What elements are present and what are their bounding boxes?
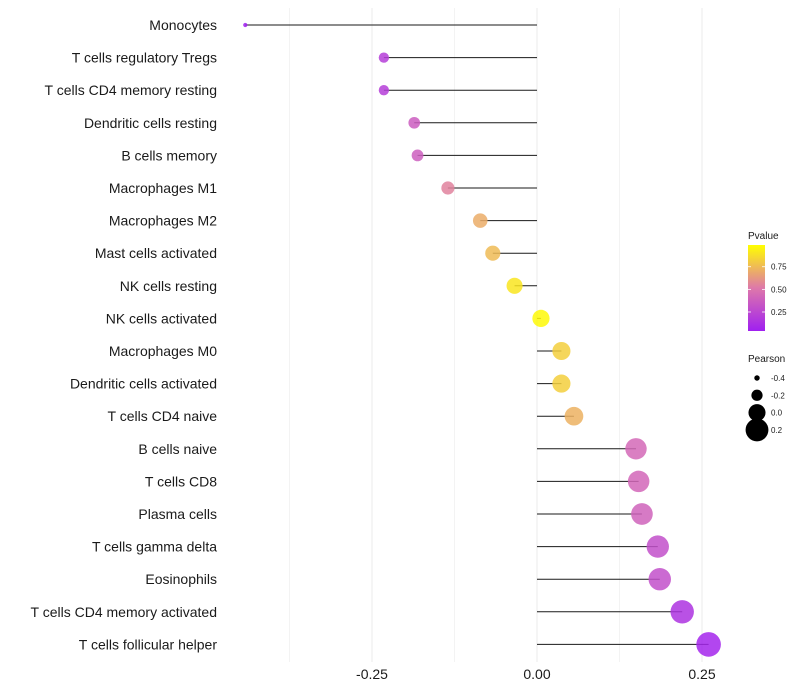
points — [243, 22, 721, 657]
y-tick-label: Mast cells activated — [95, 245, 217, 261]
y-tick-label: T cells gamma delta — [92, 539, 217, 555]
point — [696, 632, 721, 657]
x-axis-ticks: -0.25 0.00 0.25 — [356, 666, 716, 682]
y-axis-labels: Monocytes T cells regulatory Tregs T cell… — [31, 17, 218, 652]
point — [631, 503, 653, 525]
point — [472, 213, 488, 228]
color-legend-label: 0.50 — [771, 285, 787, 294]
point — [646, 535, 669, 558]
y-tick-label: Eosinophils — [145, 571, 217, 587]
y-tick-label: Macrophages M0 — [109, 343, 217, 359]
size-legend-key — [748, 404, 766, 422]
y-tick-label: NK cells resting — [120, 278, 217, 294]
point — [564, 406, 584, 426]
point — [670, 600, 694, 624]
point — [552, 374, 571, 393]
x-tick-label: 0.00 — [523, 666, 550, 682]
y-tick-label: T cells follicular helper — [79, 636, 218, 652]
y-tick-label: Monocytes — [149, 17, 217, 33]
y-tick-label: Dendritic cells resting — [84, 115, 217, 131]
size-legend-label: 0.2 — [771, 426, 783, 435]
point — [411, 149, 424, 162]
y-tick-label: Plasma cells — [138, 506, 217, 522]
point — [378, 85, 390, 96]
size-legend-label: -0.2 — [771, 391, 785, 400]
y-tick-label: Macrophages M2 — [109, 213, 217, 229]
point — [485, 245, 501, 261]
color-legend-title: Pvalue — [748, 231, 779, 242]
point — [552, 341, 571, 361]
point — [243, 22, 248, 28]
size-legend-title: Pearson — [748, 354, 785, 365]
point — [378, 52, 390, 63]
point — [625, 438, 647, 460]
y-tick-label: NK cells activated — [106, 310, 217, 326]
size-legend-label: -0.4 — [771, 374, 785, 383]
legend: Pvalue 0.25 0.50 0.75 Pearson -0.4 -0.2 0.0 0… — [745, 231, 787, 442]
size-legend-key — [751, 389, 763, 401]
point — [627, 470, 650, 493]
y-tick-label: T cells regulatory Tregs — [72, 50, 217, 66]
x-tick-label: -0.25 — [356, 666, 388, 682]
point — [648, 567, 671, 591]
grid-lines — [289, 8, 703, 662]
y-tick-label: T cells CD4 memory resting — [45, 82, 217, 98]
point — [506, 277, 523, 294]
y-tick-label: B cells memory — [121, 147, 217, 163]
point — [408, 116, 421, 129]
point — [532, 309, 550, 328]
size-legend-label: 0.0 — [771, 409, 783, 418]
size-legend-key — [754, 375, 760, 381]
y-tick-label: T cells CD8 — [145, 473, 217, 489]
stems — [245, 24, 709, 645]
point — [441, 181, 455, 195]
y-tick-label: T cells CD4 memory activated — [31, 604, 217, 620]
y-tick-label: B cells naive — [138, 441, 217, 457]
color-legend-bar — [748, 245, 765, 331]
x-tick-label: 0.25 — [688, 666, 715, 682]
y-tick-label: T cells CD4 naive — [108, 408, 218, 424]
color-legend-label: 0.25 — [771, 308, 787, 317]
color-legend-label: 0.75 — [771, 263, 787, 272]
size-legend-key — [745, 418, 769, 442]
y-tick-label: Macrophages M1 — [109, 180, 217, 196]
y-tick-label: Dendritic cells activated — [70, 376, 217, 392]
